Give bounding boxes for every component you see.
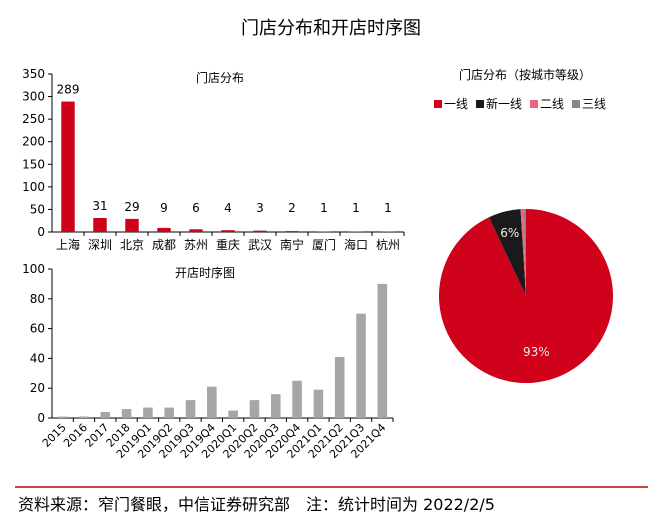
x-tick-label: 杭州 [376,237,400,252]
x-tick-label: 苏州 [184,238,208,252]
legend-item: 一线 [434,97,468,111]
bar [377,283,388,418]
data-label: 2 [288,201,296,215]
x-tick-label: 2017 [82,421,111,450]
y-tick-label: 0 [37,411,45,425]
bar [79,416,89,418]
x-tick-label: 重庆 [216,238,240,252]
bar [270,394,281,418]
x-tick-label: 武汉 [248,238,272,252]
y-tick-label: 300 [22,90,45,104]
bar [334,356,345,418]
bar [143,407,153,418]
y-tick-label: 150 [22,157,45,171]
x-tick-label: 海口 [344,237,368,252]
legend-swatch [476,100,484,108]
legend-label: 一线 [444,97,468,111]
figure-title: 门店分布和开店时序图 [241,18,421,39]
y-tick-label: 20 [30,381,45,395]
bar [61,101,75,232]
x-tick-label: 南宁 [280,237,304,252]
pie-slice [488,209,526,296]
bar [253,230,267,232]
bar [57,416,68,418]
data-label: 289 [57,83,80,97]
bar [189,229,203,232]
x-tick-label: 上海 [56,237,80,252]
y-tick-label: 350 [22,67,45,81]
data-label: 3 [256,201,264,215]
bar [185,400,196,418]
bar [313,389,324,418]
footer-source: 资料来源：窄门餐眼，中信证券研究部 注：统计时间为 2022/2/5 [18,495,495,514]
y-tick-label: 50 [30,202,45,216]
bar [285,231,299,232]
pie-data-label: 93% [523,345,550,359]
legend-item: 三线 [572,97,606,111]
x-tick-label: 成都 [152,238,176,252]
y-tick-label: 40 [30,351,45,365]
y-tick-label: 60 [30,322,45,336]
data-label: 4 [224,201,232,215]
data-label: 9 [160,201,168,215]
bar [93,218,107,232]
data-label: 1 [352,201,360,215]
chart-title: 门店分布 [196,70,244,85]
y-tick-label: 250 [22,112,45,126]
chart-title: 开店时序图 [175,265,235,280]
y-tick-label: 100 [22,262,45,276]
data-label: 1 [384,201,392,215]
bar [125,218,139,232]
data-label: 6 [192,201,200,215]
bar [292,380,302,418]
bar [249,400,260,418]
bar [356,313,366,418]
legend-swatch [434,100,442,108]
pie-slice [520,209,526,296]
bar [207,386,217,418]
legend-label: 二线 [540,97,564,111]
y-tick-label: 200 [22,135,45,149]
data-label: 1 [320,201,328,215]
chart-title: 门店分布（按城市等级） [459,67,591,82]
x-tick-label: 厦门 [312,237,336,252]
bar [157,227,171,232]
legend-swatch [530,100,538,108]
data-label: 29 [124,200,139,214]
bar [164,407,175,418]
legend-item: 新一线 [476,96,522,111]
data-label: 31 [92,199,107,213]
city-tier-pie-chart: 门店分布（按城市等级） 一线 新一线 二线 三线 93% 6% [434,67,613,384]
x-tick-label: 2016 [61,421,90,450]
legend-label: 三线 [582,97,606,111]
pie-slice [523,209,526,296]
bar [100,412,111,418]
x-tick-label: 2015 [40,421,69,450]
y-tick-label: 100 [22,180,45,194]
legend-swatch [572,100,580,108]
bar [228,410,238,418]
y-tick-label: 0 [37,225,45,239]
bar [121,409,132,418]
x-tick-label: 深圳 [88,238,112,252]
x-tick-label: 北京 [120,238,144,252]
legend-item: 二线 [530,97,564,111]
legend-label: 新一线 [486,96,522,111]
pie-data-label: 6% [500,226,519,240]
y-tick-label: 80 [30,292,45,306]
bar [221,230,235,232]
